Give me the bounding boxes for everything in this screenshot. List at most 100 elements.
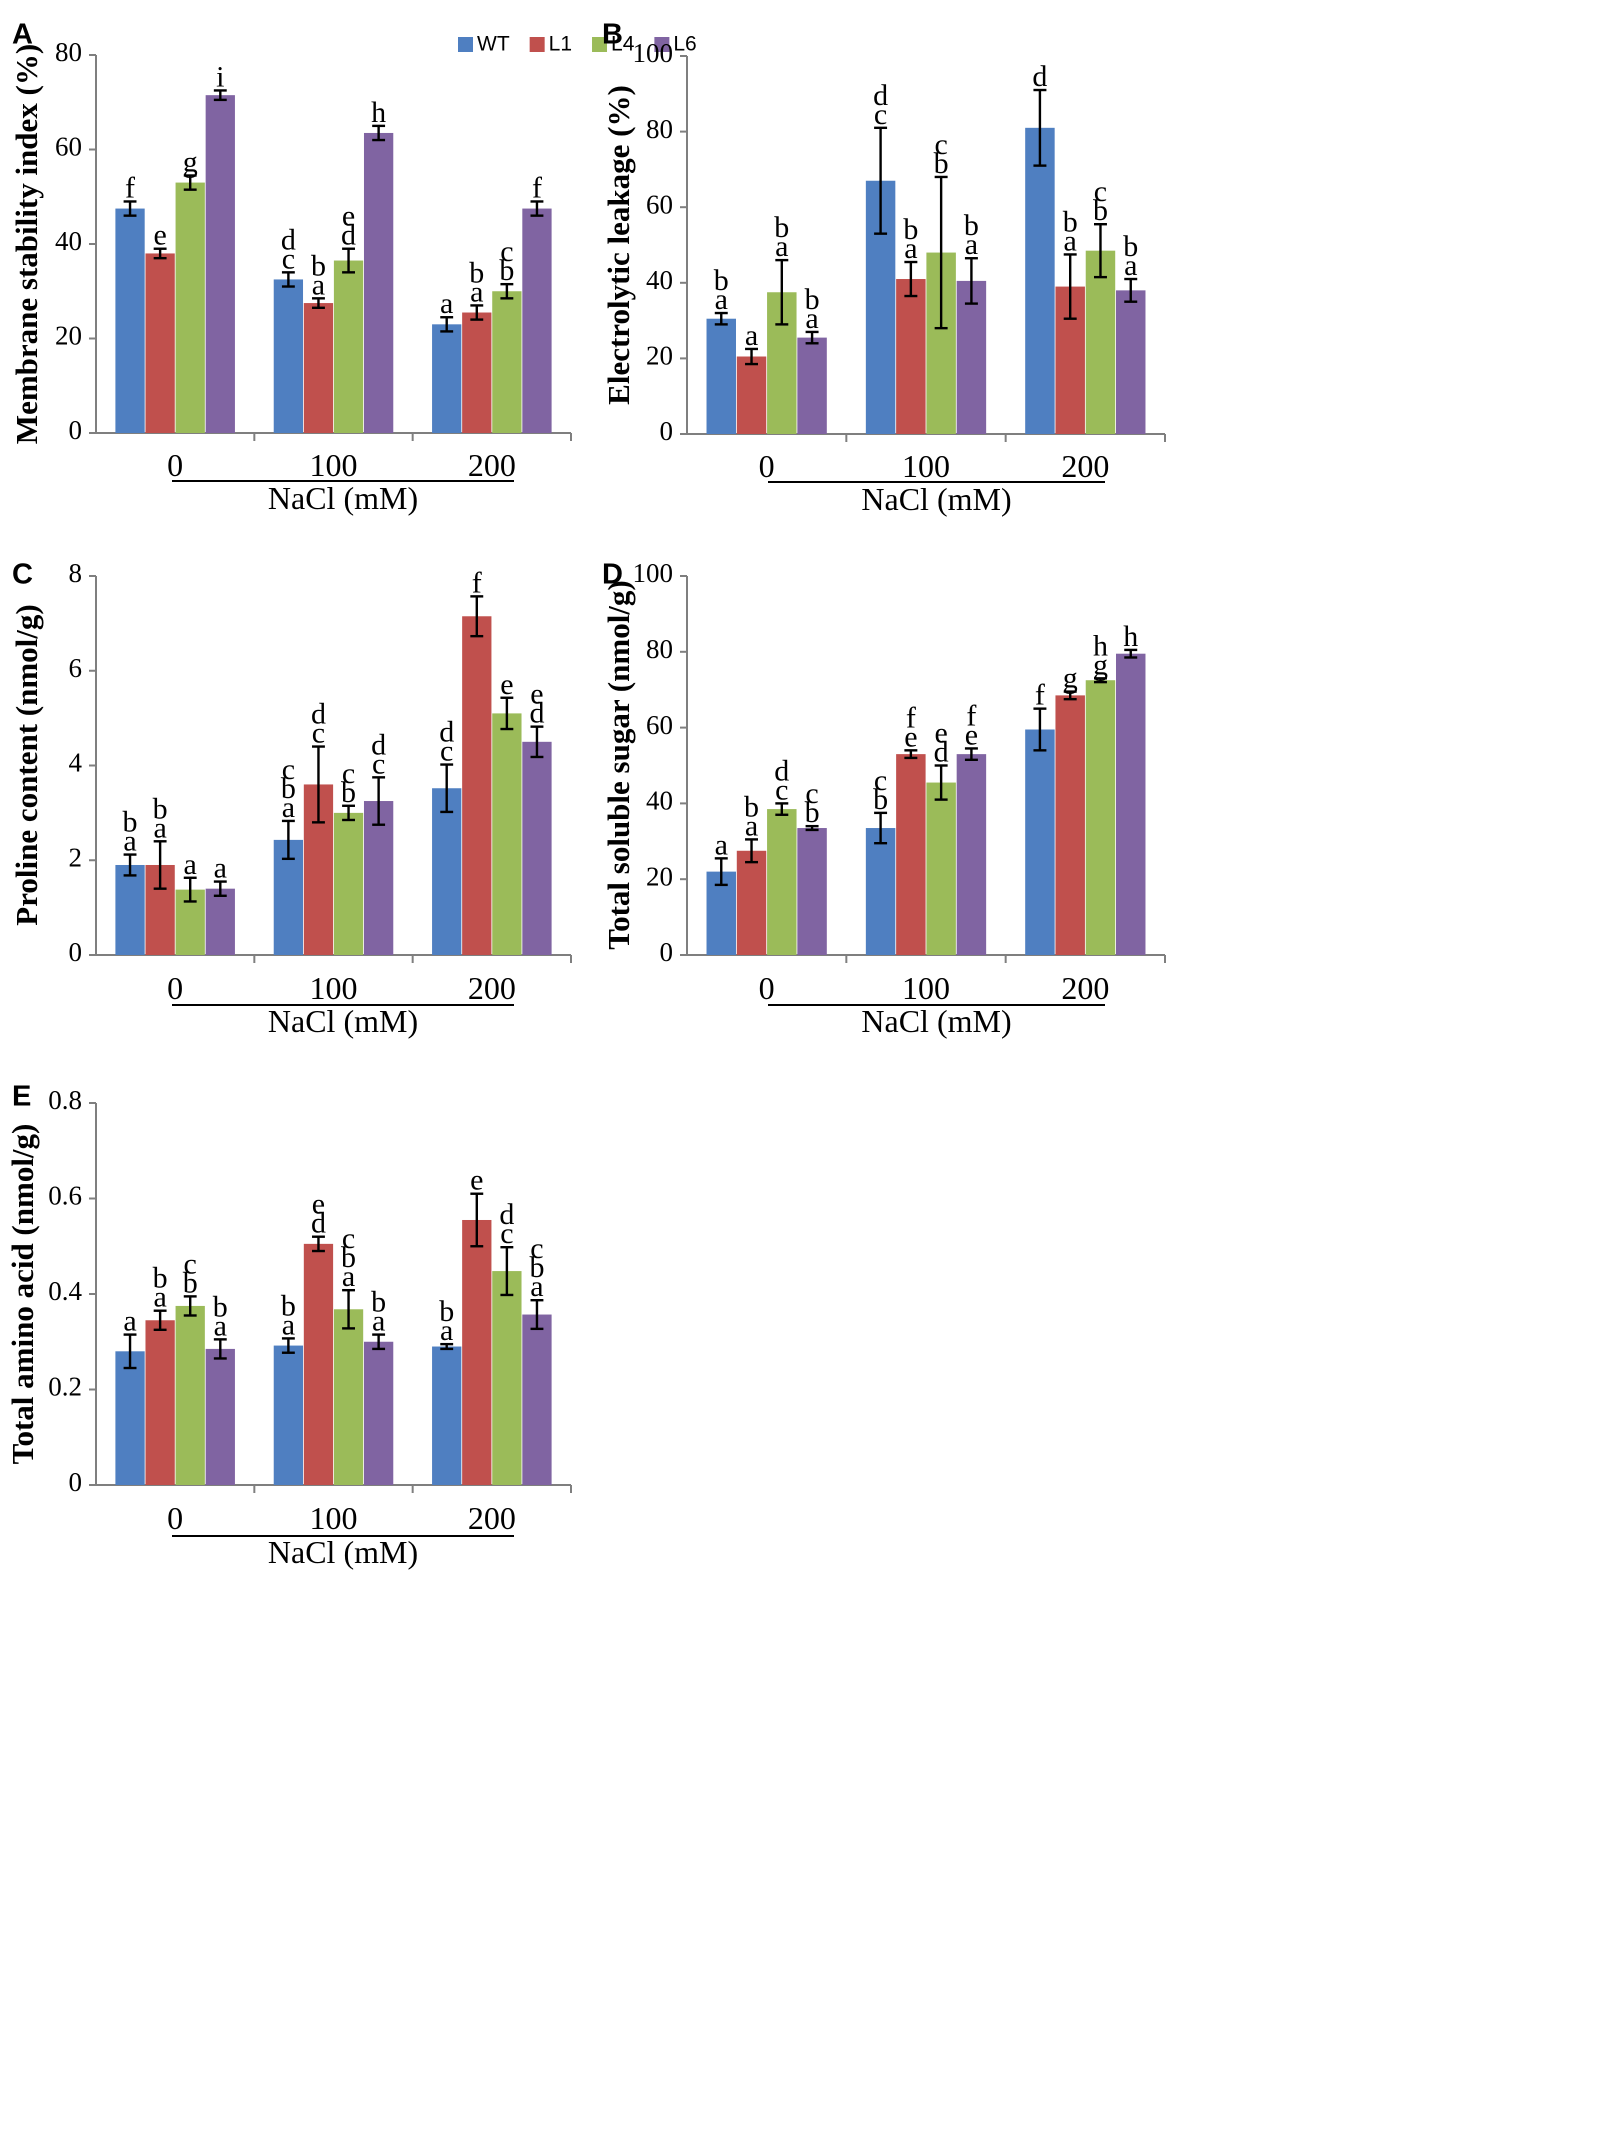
bar-wt <box>432 324 462 433</box>
bar-wt <box>273 279 304 433</box>
y-tick-label: 2 <box>69 842 83 872</box>
significance-letter: b <box>1093 194 1108 227</box>
bar-l6 <box>797 337 827 434</box>
significance-letter: b <box>371 1286 386 1319</box>
significance-letter: b <box>529 1251 544 1284</box>
significance-letter: e <box>965 718 978 751</box>
significance-letter: b <box>153 1262 168 1295</box>
y-tick-label: 60 <box>646 710 673 740</box>
significance-letter: c <box>874 98 887 131</box>
significance-letter: e <box>500 668 513 701</box>
bar-l4 <box>333 1309 364 1485</box>
significance-letter: b <box>1063 205 1078 238</box>
y-tick-label: 0 <box>660 937 674 967</box>
significance-letter: b <box>774 211 789 244</box>
significance-letter: a <box>775 230 788 263</box>
significance-letter: b <box>934 147 949 180</box>
significance-letter: d <box>774 754 789 787</box>
y-axis-label: Electrolytic leakage (%) <box>601 85 636 405</box>
significance-letter: e <box>530 678 543 711</box>
legend: WT L1 L4 L6 <box>458 33 697 56</box>
legend-swatch-l6 <box>654 37 670 52</box>
y-axis-label: Total soluble sugar (nmol/g) <box>601 580 636 950</box>
x-tick-label: 200 <box>1061 448 1109 484</box>
significance-letter: h <box>1123 620 1138 653</box>
significance-letter: b <box>153 792 168 825</box>
legend-swatch-wt <box>458 37 473 52</box>
significance-letter: e <box>470 1164 483 1197</box>
significance-letter: b <box>281 772 296 805</box>
bar-l1 <box>303 303 334 433</box>
significance-letter: f <box>125 171 135 204</box>
y-tick-label: 20 <box>55 321 82 351</box>
significance-letter: c <box>342 757 355 790</box>
y-tick-label: 60 <box>55 132 82 162</box>
bar-l4 <box>175 182 205 433</box>
significance-letter: d <box>371 728 386 761</box>
significance-letter: a <box>372 1305 385 1338</box>
y-tick-label: 4 <box>69 748 83 778</box>
y-tick-label: 8 <box>69 558 83 588</box>
x-tick-label: 0 <box>167 447 183 483</box>
y-tick-label: 0 <box>69 415 83 445</box>
bar-wt <box>432 1346 462 1485</box>
significance-letter: a <box>214 852 227 885</box>
significance-letter: a <box>214 1309 227 1342</box>
bar-l4 <box>492 1271 522 1485</box>
significance-letter: a <box>342 1260 355 1293</box>
panel-B: B0204060801000baababa100dcbacbba200dbacb… <box>601 19 1166 517</box>
x-tick-label: 200 <box>468 1500 516 1536</box>
y-tick-label: 40 <box>646 265 673 295</box>
bar-l1 <box>462 616 492 955</box>
significance-letter: c <box>282 753 295 786</box>
y-tick-label: 20 <box>646 861 673 891</box>
significance-letter: c <box>805 777 818 810</box>
bar-wt <box>432 788 462 955</box>
bar-l6 <box>205 1348 235 1485</box>
significance-letter: b <box>805 796 820 829</box>
bar-l1 <box>462 1219 492 1485</box>
significance-letter: c <box>440 735 453 768</box>
bar-l6 <box>205 888 235 955</box>
y-tick-label: 40 <box>55 226 82 256</box>
x-axis-label: NaCl (mM) <box>268 480 418 516</box>
significance-letter: c <box>342 1222 355 1255</box>
bar-l1 <box>145 1320 175 1485</box>
significance-letter: b <box>311 249 326 282</box>
panel-label: D <box>602 559 623 591</box>
y-axis-label: Proline content (nmol/g) <box>9 604 44 925</box>
panel-label: C <box>12 559 33 591</box>
significance-letter: b <box>341 776 356 809</box>
panel-label: E <box>12 1081 31 1113</box>
significance-letter: f <box>966 699 976 732</box>
bar-l1 <box>1055 695 1085 955</box>
bar-wt <box>1025 127 1055 434</box>
y-tick-label: 0 <box>69 937 83 967</box>
x-tick-label: 0 <box>759 970 775 1006</box>
significance-letter: a <box>470 275 483 308</box>
y-tick-label: 40 <box>646 786 673 816</box>
significance-letter: d <box>1032 60 1047 93</box>
significance-letter: c <box>500 235 513 268</box>
significance-letter: e <box>934 717 947 750</box>
x-axis-label: NaCl (mM) <box>268 1534 418 1570</box>
bar-l6 <box>522 741 552 955</box>
significance-letter: a <box>153 1281 166 1314</box>
significance-letter: d <box>873 79 888 112</box>
y-tick-label: 60 <box>646 189 673 219</box>
significance-letter: b <box>469 256 484 289</box>
bar-l1 <box>896 279 926 434</box>
x-tick-label: 100 <box>310 447 358 483</box>
legend-label-l1: L1 <box>549 33 572 56</box>
significance-letter: d <box>341 219 356 252</box>
y-tick-label: 80 <box>646 114 673 144</box>
significance-letter: f <box>1035 679 1045 712</box>
bar-l4 <box>333 812 364 955</box>
significance-letter: b <box>964 209 979 242</box>
x-axis-label: NaCl (mM) <box>861 481 1011 517</box>
bar-l4 <box>492 291 522 433</box>
bar-l4 <box>767 809 797 955</box>
significance-letter: b <box>341 1241 356 1274</box>
bar-l4 <box>333 260 364 433</box>
